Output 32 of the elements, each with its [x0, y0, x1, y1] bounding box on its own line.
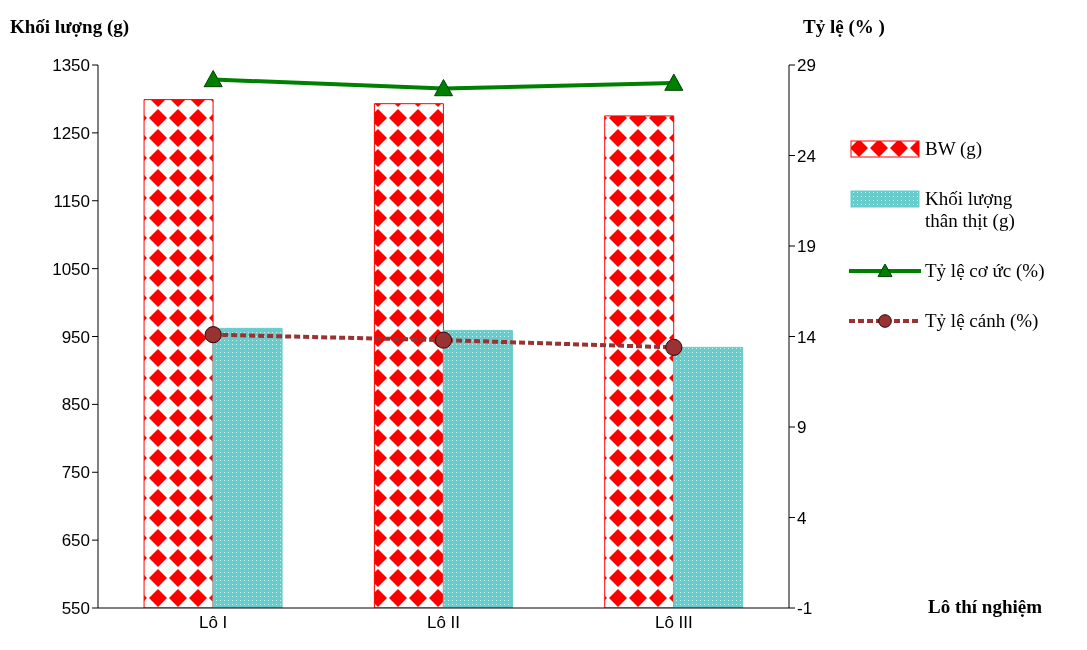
point: [665, 338, 683, 356]
point: [203, 69, 223, 88]
y-tick-label: 650: [61, 531, 90, 551]
y-tick-label: 950: [61, 327, 90, 347]
y2-tick-label: -1: [797, 599, 813, 619]
y-axis-title: Khối lượng (g): [10, 16, 130, 38]
x-tick-label: Lô I: [198, 613, 228, 633]
legend-label: Tỷ lệ cánh (%): [925, 310, 1040, 332]
y2-tick-label: 19: [797, 237, 816, 257]
x-tick-label: Lô II: [426, 613, 461, 633]
legend-label: Tỷ lệ cơ ức (%): [925, 260, 1045, 282]
point: [204, 326, 222, 344]
y-tick-label: 850: [61, 395, 90, 415]
y2-tick-label: 14: [797, 327, 816, 347]
point: [664, 73, 684, 91]
legend-label: Khối lượng thân thịt (g): [925, 188, 1016, 232]
point: [434, 79, 453, 97]
y-tick-label: 550: [61, 599, 90, 619]
y-tick-label: 1250: [52, 123, 90, 143]
y-tick-label: 1050: [52, 259, 90, 279]
legend-label: BW (g): [925, 138, 984, 160]
y2-tick-label: 29: [797, 56, 816, 76]
y2-tick-label: 24: [797, 146, 816, 166]
y2-tick-label: 9: [797, 418, 807, 438]
x-tick-label: Lô III: [654, 613, 693, 633]
y2-axis-title: Tỷ lệ (% ): [803, 16, 885, 38]
y-tick-label: 1350: [52, 56, 90, 76]
y-tick-label: 1150: [53, 191, 90, 211]
text: Lô thí nghiệm: [928, 596, 1043, 618]
point: [434, 331, 453, 349]
y2-tick-label: 4: [797, 508, 807, 528]
y-tick-label: 750: [61, 463, 90, 483]
